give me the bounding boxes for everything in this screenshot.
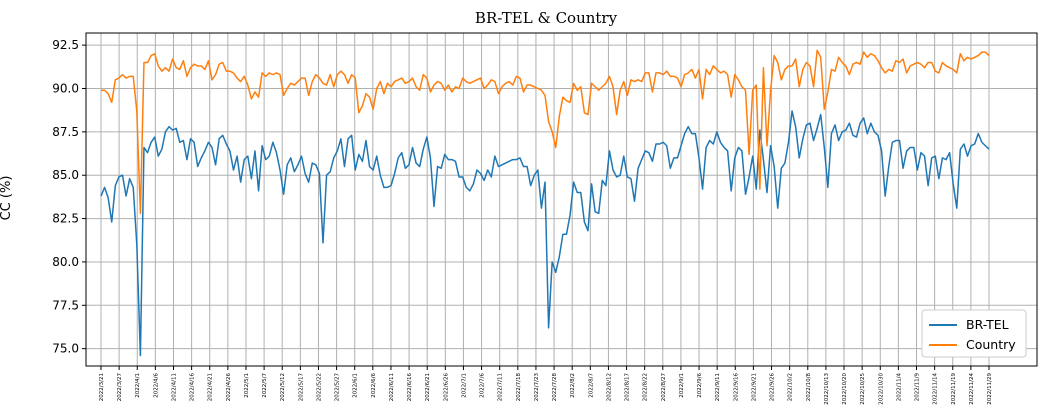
y-tick-label: 90.0 <box>52 82 79 96</box>
x-tick-label: 2022/9/1 <box>679 373 685 398</box>
y-tick-label: 82.5 <box>52 212 79 226</box>
x-tick-label: 2022/11/14 <box>933 373 939 405</box>
x-tick-label: 2022/5/7 <box>262 373 268 398</box>
x-tick-label: 2022/9/6 <box>697 373 703 398</box>
x-tick-label: 2022/10/20 <box>842 373 848 405</box>
x-tick-label: 2022/10/30 <box>878 373 884 405</box>
x-tick-label: 2022/9/26 <box>770 373 776 402</box>
x-tick-label: 2022/3/21 <box>99 373 105 401</box>
x-tick-label: 2022/8/27 <box>661 373 667 402</box>
x-tick-label: 2022/9/11 <box>715 373 721 401</box>
x-tick-label: 2022/11/9 <box>915 373 921 402</box>
x-tick-label: 2022/8/12 <box>606 373 612 401</box>
x-tick-label: 2022/10/25 <box>860 373 866 405</box>
x-tick-label: 2022/6/1 <box>353 373 359 398</box>
x-tick-label: 2022/10/2 <box>788 373 794 401</box>
legend-label-country: Country <box>966 337 1016 352</box>
x-tick-label: 2022/7/6 <box>480 373 486 398</box>
x-tick-label: 2022/7/11 <box>498 373 504 401</box>
x-tick-label: 2022/7/28 <box>552 373 558 402</box>
y-tick-label: 80.0 <box>52 255 79 269</box>
x-tick-label: 2022/7/18 <box>516 373 522 402</box>
x-tick-label: 2022/4/16 <box>190 373 196 402</box>
y-tick-label: 87.5 <box>52 125 79 139</box>
axes: 75.0 77.5 80.0 82.5 85.0 87.5 90.0 92.5 2022/3/2… <box>52 38 993 405</box>
series-line-br-tel <box>100 110 990 357</box>
plot-frame <box>85 32 1038 367</box>
x-tick-label: 2022/4/26 <box>226 373 232 402</box>
x-tick-label: 2022/4/1 <box>135 373 141 398</box>
x-tick-label: 2022/6/21 <box>425 373 431 401</box>
x-tick-label: 2022/5/1 <box>244 373 250 398</box>
x-tick-label: 2022/4/11 <box>171 373 177 401</box>
x-tick-label: 2022/11/4 <box>896 373 902 402</box>
x-tick-label: 2022/5/22 <box>316 373 322 401</box>
x-tick-label: 2022/6/11 <box>389 373 395 401</box>
x-tick-label: 2022/5/17 <box>298 373 304 402</box>
y-axis-label: CC (%) <box>0 176 14 221</box>
legend: BR-TEL Country <box>921 309 1027 358</box>
x-tick-label: 2022/6/6 <box>371 373 377 398</box>
x-tick-label: 2022/8/2 <box>570 373 576 398</box>
x-tick-label: 2022/4/21 <box>208 373 214 401</box>
x-tick-label: 2022/8/17 <box>625 373 631 402</box>
x-tick-label: 2022/5/12 <box>280 373 286 401</box>
x-tick-label: 2022/9/16 <box>733 373 739 402</box>
x-tick-label: 2022/8/22 <box>643 373 649 401</box>
x-tick-label: 2022/10/8 <box>806 373 812 402</box>
x-tick-label: 2022/10/13 <box>824 373 830 405</box>
y-tick-label: 85.0 <box>52 168 79 182</box>
x-tick-label: 2022/5/27 <box>335 373 341 402</box>
y-tick-label: 77.5 <box>52 298 79 312</box>
legend-label-br-tel: BR-TEL <box>966 317 1009 332</box>
chart-title: BR-TEL & Country <box>475 9 618 27</box>
grid <box>86 33 1037 366</box>
y-tick-label: 92.5 <box>52 38 79 52</box>
series-line-country <box>101 49 990 215</box>
x-tick-label: 2022/6/26 <box>443 373 449 402</box>
x-tick-label: 2022/8/7 <box>588 373 594 398</box>
x-tick-label: 2022/11/29 <box>987 373 993 405</box>
x-tick-label: 2022/6/16 <box>407 373 413 402</box>
x-tick-label: 2022/3/27 <box>117 373 123 402</box>
x-tick-label: 2022/11/24 <box>969 373 975 405</box>
x-tick-label: 2022/7/1 <box>461 373 467 398</box>
y-tick-label: 75.0 <box>52 342 79 356</box>
x-tick-label: 2022/7/23 <box>534 373 540 402</box>
series-layer <box>100 49 990 357</box>
x-tick-label: 2022/11/19 <box>951 373 957 405</box>
x-tick-label: 2022/4/6 <box>153 373 159 398</box>
x-tick-label: 2022/9/21 <box>751 373 757 401</box>
